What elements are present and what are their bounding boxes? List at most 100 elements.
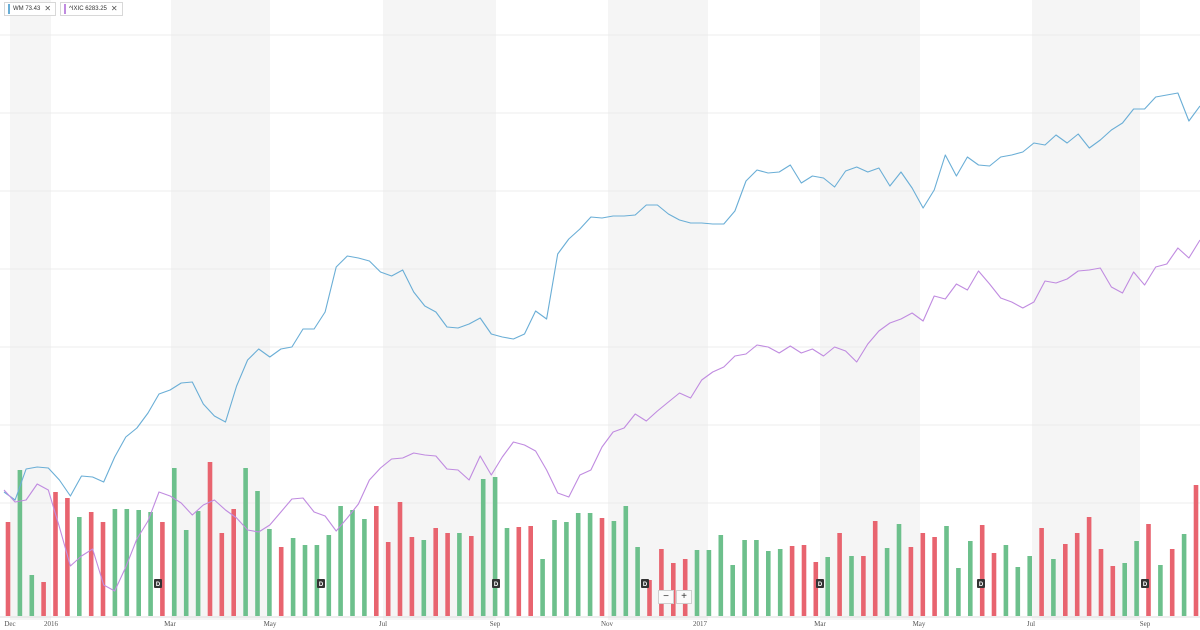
volume-bar bbox=[777, 549, 783, 616]
volume-bar bbox=[920, 533, 926, 616]
volume-bar bbox=[77, 517, 82, 616]
volume-bar bbox=[825, 557, 830, 616]
volume-bar bbox=[183, 530, 189, 616]
background-bands bbox=[10, 0, 1140, 620]
volume-bar bbox=[623, 506, 629, 616]
dividend-marker-box bbox=[816, 579, 824, 588]
volume-bar bbox=[611, 521, 617, 616]
volume-bar bbox=[1193, 485, 1199, 616]
volume-bar bbox=[29, 575, 35, 616]
volume-bar bbox=[991, 553, 997, 616]
x-tick-label: 2016 bbox=[44, 620, 59, 628]
volume-bar bbox=[1003, 545, 1009, 616]
zoom-in-button[interactable]: + bbox=[676, 590, 692, 604]
volume-bar bbox=[290, 538, 296, 616]
volume-bar bbox=[1051, 559, 1056, 616]
dividend-marker-box bbox=[977, 579, 985, 588]
volume-bar bbox=[671, 563, 676, 616]
ixic-swatch bbox=[64, 4, 67, 14]
volume-bar bbox=[1074, 533, 1080, 616]
dividend-marker-box bbox=[492, 579, 500, 588]
dividend-marker[interactable]: D bbox=[317, 579, 325, 588]
volume-bar bbox=[148, 512, 153, 616]
volume-bar bbox=[1039, 528, 1044, 616]
zoom-out-button[interactable]: − bbox=[658, 590, 674, 604]
dividend-marker-label: D bbox=[494, 582, 499, 588]
x-tick-label: Nov bbox=[601, 620, 614, 628]
dividend-marker[interactable]: D bbox=[492, 579, 500, 588]
dividend-marker-box bbox=[641, 579, 649, 588]
volume-bar bbox=[409, 537, 415, 616]
legend-label-wm: WM 73.43 bbox=[13, 6, 41, 12]
volume-bar bbox=[896, 524, 902, 616]
gridlines bbox=[0, 34, 1200, 504]
volume-bar bbox=[968, 541, 973, 616]
volume-bar bbox=[694, 550, 700, 616]
volume-bar bbox=[219, 533, 225, 616]
x-tick-label: May bbox=[264, 620, 277, 628]
x-tick-label: Mar bbox=[164, 620, 176, 628]
volume-bar bbox=[837, 533, 842, 616]
volume-bar bbox=[480, 479, 486, 616]
dividend-marker[interactable]: D bbox=[1141, 579, 1149, 588]
volume-bar bbox=[457, 533, 462, 616]
volume-bar bbox=[718, 535, 724, 616]
volume-bar bbox=[195, 511, 201, 616]
volume-bar bbox=[552, 520, 557, 616]
volume-bar bbox=[766, 551, 771, 616]
volume-bar bbox=[302, 545, 308, 616]
volume-bar bbox=[445, 533, 450, 616]
x-tick-label: Sep bbox=[1140, 620, 1151, 628]
volume-bar bbox=[1086, 517, 1092, 616]
volume-bar bbox=[5, 522, 11, 616]
volume-bar bbox=[587, 513, 593, 616]
close-icon[interactable]: ✕ bbox=[110, 4, 118, 13]
close-icon[interactable]: ✕ bbox=[44, 4, 52, 13]
volume-bar bbox=[659, 549, 664, 616]
wm-swatch bbox=[8, 4, 10, 14]
volume-bar bbox=[1015, 567, 1021, 616]
volume-bar bbox=[362, 519, 367, 616]
volume-bar bbox=[813, 562, 819, 616]
legend-label-ixic: ^IXIC 6283.25 bbox=[69, 6, 107, 12]
volume-bar bbox=[255, 491, 260, 616]
dividend-marker[interactable]: D bbox=[977, 579, 985, 588]
x-tick-label: May bbox=[913, 620, 926, 628]
volume-bar bbox=[243, 468, 248, 616]
volume-bar bbox=[872, 521, 878, 616]
volume-bar bbox=[278, 547, 284, 616]
dividend-marker[interactable]: D bbox=[154, 579, 162, 588]
dividend-marker[interactable]: D bbox=[816, 579, 824, 588]
volume-bar bbox=[956, 568, 961, 616]
volume-bar bbox=[397, 502, 403, 616]
dividend-marker-label: D bbox=[156, 582, 161, 588]
volume-bars bbox=[5, 462, 1199, 616]
dividend-marker[interactable]: D bbox=[641, 579, 649, 588]
volume-bar bbox=[908, 547, 914, 616]
x-tick-label: Sep bbox=[490, 620, 501, 628]
volume-bar bbox=[1063, 544, 1068, 616]
dividend-marker-label: D bbox=[818, 582, 823, 588]
legend-chip-wm[interactable]: WM 73.43 ✕ bbox=[4, 2, 57, 16]
volume-bar bbox=[789, 546, 795, 616]
volume-bar bbox=[599, 518, 605, 616]
volume-bar bbox=[635, 547, 640, 616]
legend-chip-ixic[interactable]: ^IXIC 6283.25 ✕ bbox=[60, 2, 123, 16]
dividend-marker-label: D bbox=[319, 582, 324, 588]
volume-bar bbox=[1122, 563, 1127, 616]
volume-bar bbox=[849, 556, 854, 616]
volume-bar bbox=[136, 510, 141, 616]
volume-bar bbox=[492, 477, 498, 616]
volume-bar bbox=[979, 525, 985, 616]
dividend-marker-label: D bbox=[979, 582, 984, 588]
volume-bar bbox=[207, 462, 213, 616]
dividend-marker-box bbox=[317, 579, 325, 588]
dividend-marker-box bbox=[154, 579, 162, 588]
volume-bar bbox=[754, 540, 759, 616]
volume-bar bbox=[326, 535, 332, 616]
volume-bar bbox=[338, 506, 343, 616]
volume-bar bbox=[421, 540, 427, 616]
volume-bar bbox=[682, 559, 688, 616]
